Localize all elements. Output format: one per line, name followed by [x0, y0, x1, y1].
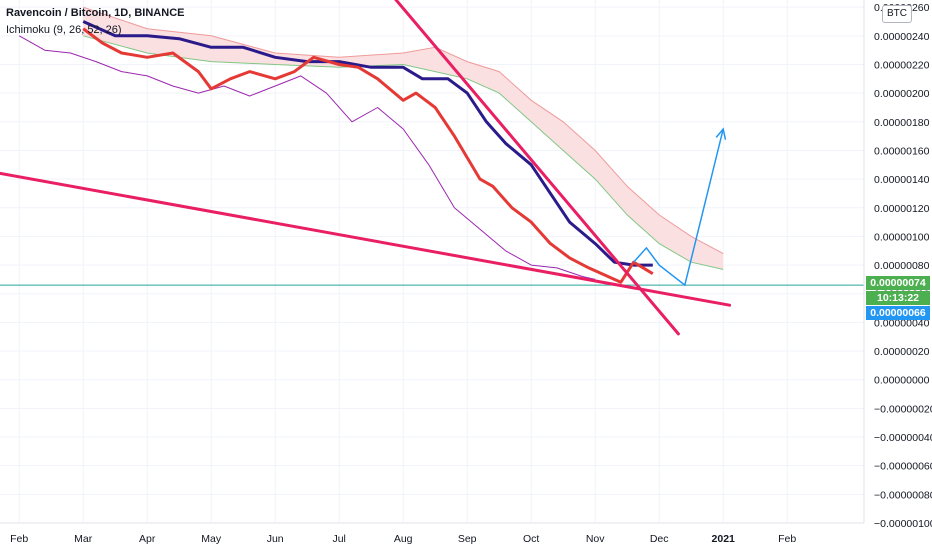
- countdown-tag: 10:13:22: [866, 291, 930, 305]
- projection-path: [633, 128, 724, 287]
- x-tick-label: Feb: [778, 533, 796, 545]
- currency-badge[interactable]: BTC: [882, 5, 912, 23]
- price-axis[interactable]: 0.000002600.000002400.000002200.00000200…: [874, 2, 932, 530]
- trend-annotations: [0, 0, 864, 336]
- lower-trendline: [0, 171, 732, 307]
- symbol-title[interactable]: Ravencoin / Bitcoin, 1D, BINANCE: [6, 7, 185, 19]
- projection-arrowhead: [715, 127, 727, 140]
- x-tick-label: Aug: [394, 533, 413, 545]
- leading-span-b: [83, 35, 724, 270]
- y-tick-label: 0.00000120: [874, 203, 930, 215]
- y-tick-label: 0.00000000: [874, 375, 930, 387]
- y-tick-label: −0.00000040: [874, 432, 932, 444]
- x-tick-label: Nov: [586, 533, 605, 545]
- x-tick-label: Jun: [267, 533, 284, 545]
- x-tick-label: May: [201, 533, 222, 545]
- x-tick-label: Apr: [139, 533, 156, 545]
- y-tick-label: 0.00000240: [874, 31, 930, 43]
- y-tick-label: 0.00000020: [874, 346, 930, 358]
- y-tick-label: −0.00000080: [874, 489, 932, 501]
- x-tick-label: Jul: [332, 533, 345, 545]
- y-tick-label: −0.00000020: [874, 403, 932, 415]
- y-tick-label: 0.00000160: [874, 145, 930, 157]
- indicator-label[interactable]: Ichimoku (9, 26, 52, 26): [6, 24, 122, 36]
- y-tick-label: 0.00000140: [874, 174, 930, 186]
- x-tick-label: Mar: [74, 533, 93, 545]
- ichimoku-cloud: [83, 6, 724, 270]
- y-tick-label: 0.00000080: [874, 260, 930, 272]
- series-lines: [18, 20, 654, 284]
- y-tick-label: −0.00000060: [874, 461, 932, 473]
- price-line: [82, 27, 654, 284]
- time-axis[interactable]: Feb Mar Apr May Jun Jul Aug Sep Oct Nov Dec 2021 Feb: [10, 533, 796, 545]
- x-tick-label: Dec: [650, 533, 669, 545]
- base-line: [82, 20, 653, 267]
- y-tick-label: 0.00000220: [874, 59, 930, 71]
- x-tick-label: Sep: [458, 533, 477, 545]
- y-tick-label: 0.00000040: [874, 317, 930, 329]
- upper-trendline: [394, 0, 680, 336]
- y-tick-label: −0.00000100: [874, 518, 932, 530]
- y-tick-label: 0.00000180: [874, 117, 930, 129]
- y-tick-label: 0.00000100: [874, 231, 930, 243]
- support-price-tag: 0.00000066: [866, 306, 930, 320]
- lagging-span-line: [18, 35, 596, 280]
- leading-span-a: [83, 6, 724, 255]
- last-price-tag: 0.00000074: [866, 276, 930, 290]
- x-tick-label: Feb: [10, 533, 28, 545]
- x-tick-label: 2021: [712, 533, 736, 545]
- x-tick-label: Oct: [523, 533, 539, 545]
- y-tick-label: 0.00000200: [874, 88, 930, 100]
